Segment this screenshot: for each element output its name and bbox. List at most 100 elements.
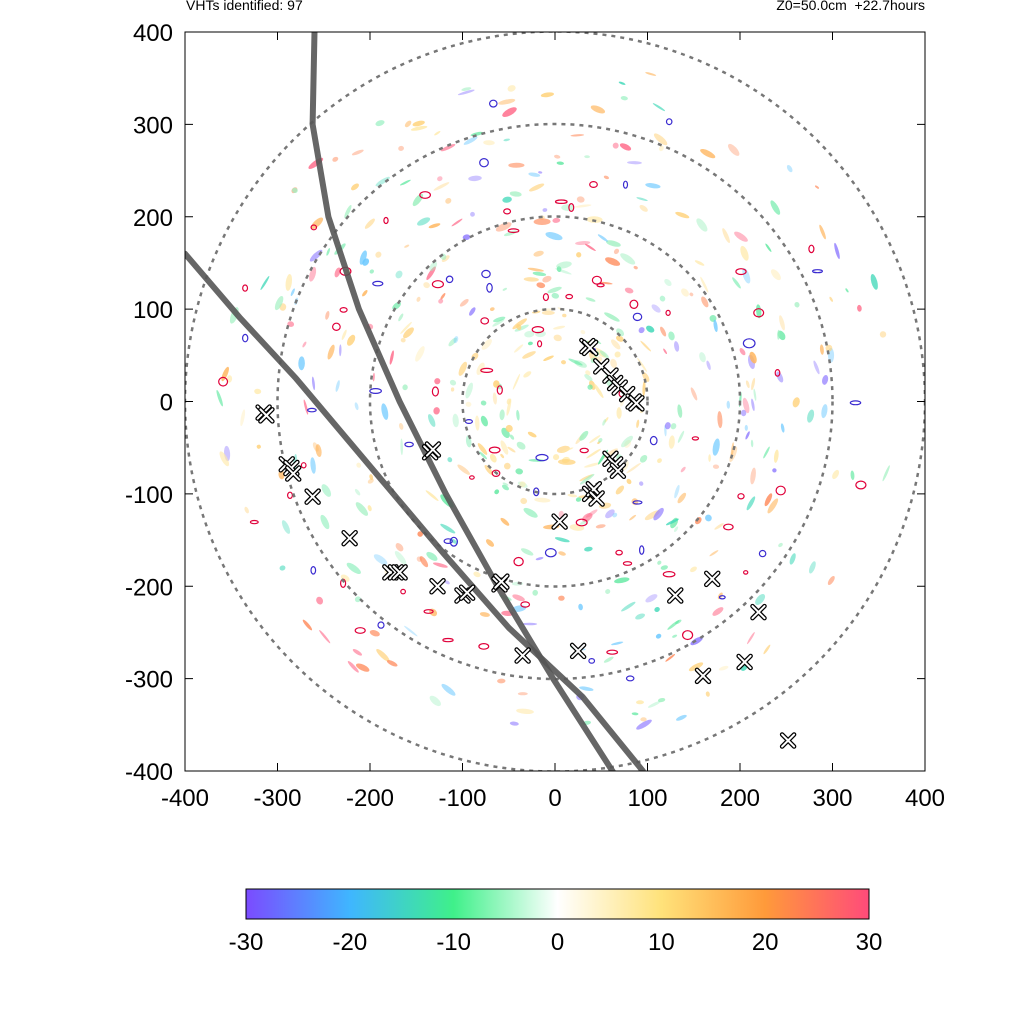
field-patch <box>326 248 331 256</box>
field-patch <box>603 656 614 663</box>
field-patch <box>375 251 382 258</box>
vorticity-contour <box>383 216 389 225</box>
field-patch <box>362 289 368 297</box>
vorticity-contour <box>542 293 550 302</box>
field-patch <box>400 179 411 186</box>
field-patch <box>674 484 680 499</box>
field-patch <box>645 72 657 76</box>
vorticity-contour <box>307 407 317 413</box>
field-patch <box>538 171 543 174</box>
vorticity-contour <box>579 447 589 454</box>
field-patch <box>767 498 779 514</box>
vorticity-contour <box>442 637 454 643</box>
field-patch <box>426 266 436 280</box>
field-patch <box>278 470 285 480</box>
vht-marker <box>667 587 684 604</box>
field-patch <box>292 187 298 194</box>
field-patch <box>620 253 636 265</box>
field-patch <box>626 462 641 474</box>
level-time-label: Z0=50.0cm +22.7hours <box>776 0 925 13</box>
field-patch <box>412 120 425 127</box>
field-patch <box>494 489 500 495</box>
field-patch <box>302 341 307 348</box>
vht-marker <box>606 456 624 473</box>
field-patch <box>605 509 615 519</box>
field-patch <box>481 339 492 350</box>
vorticity-contour <box>339 307 348 313</box>
vorticity-contour <box>639 545 645 555</box>
field-patch <box>445 198 452 204</box>
vht-marker <box>551 513 568 530</box>
field-patch <box>763 446 770 459</box>
field-patch <box>415 346 425 362</box>
field-patch <box>398 145 404 151</box>
field-patch <box>484 465 494 476</box>
field-patch <box>507 85 516 92</box>
vorticity-contour <box>681 630 694 641</box>
field-patch <box>680 466 686 473</box>
field-patch <box>578 603 583 611</box>
field-patch <box>765 243 772 252</box>
field-patch <box>536 282 546 289</box>
field-patch <box>813 360 820 375</box>
vorticity-contour <box>423 609 434 614</box>
vorticity-contour <box>662 571 676 578</box>
field-patch <box>744 424 748 431</box>
field-patch <box>335 380 340 392</box>
field-patch <box>745 431 750 440</box>
field-patch <box>690 387 698 401</box>
field-patch <box>705 691 710 697</box>
field-patch <box>732 277 741 289</box>
field-patch <box>541 310 555 316</box>
field-patch <box>517 481 528 488</box>
field-patch <box>479 612 490 617</box>
field-patch <box>279 565 286 571</box>
field-patch <box>492 392 497 405</box>
field-patch <box>700 276 709 293</box>
field-patch <box>621 601 636 612</box>
vht-marker-fill <box>430 579 445 594</box>
vht-marker <box>387 564 405 581</box>
field-patch <box>351 183 359 191</box>
field-patch <box>605 257 621 266</box>
vorticity-contour <box>507 228 520 234</box>
field-patch <box>658 145 664 152</box>
field-patch <box>642 380 646 397</box>
vorticity-contour <box>533 487 540 497</box>
field-patch <box>561 447 574 453</box>
field-patch <box>585 370 591 376</box>
field-patch <box>657 560 662 565</box>
vorticity-contour <box>496 385 503 395</box>
field-patch <box>717 411 723 429</box>
field-patch <box>298 356 305 371</box>
field-patch <box>555 268 572 275</box>
field-patch <box>389 350 394 365</box>
vht-marker <box>258 407 275 424</box>
vht-marker <box>694 667 712 685</box>
field-patch <box>792 397 800 408</box>
field-patch <box>773 449 779 463</box>
field-patch <box>534 497 551 503</box>
field-patch <box>584 462 601 468</box>
field-patch <box>404 244 410 248</box>
field-patch <box>552 217 561 223</box>
field-patch <box>690 566 697 573</box>
field-patch <box>505 424 513 433</box>
field-patch <box>561 204 575 212</box>
field-patch <box>325 311 330 320</box>
vorticity-contour <box>464 419 473 425</box>
vorticity-contour <box>369 388 383 395</box>
vht-marker-fill <box>696 668 710 683</box>
vht-marker-fill <box>583 340 598 355</box>
field-patch <box>575 497 582 502</box>
field-patch <box>553 325 566 330</box>
field-patch <box>639 204 648 212</box>
field-patch <box>616 407 622 419</box>
vorticity-contour <box>811 269 823 274</box>
field-patch <box>660 565 668 570</box>
y-tick-label: 300 <box>133 112 173 139</box>
field-patch <box>346 562 361 575</box>
vht-marker-fill <box>342 531 357 546</box>
vht-marker <box>424 441 442 458</box>
field-patch <box>647 701 661 708</box>
